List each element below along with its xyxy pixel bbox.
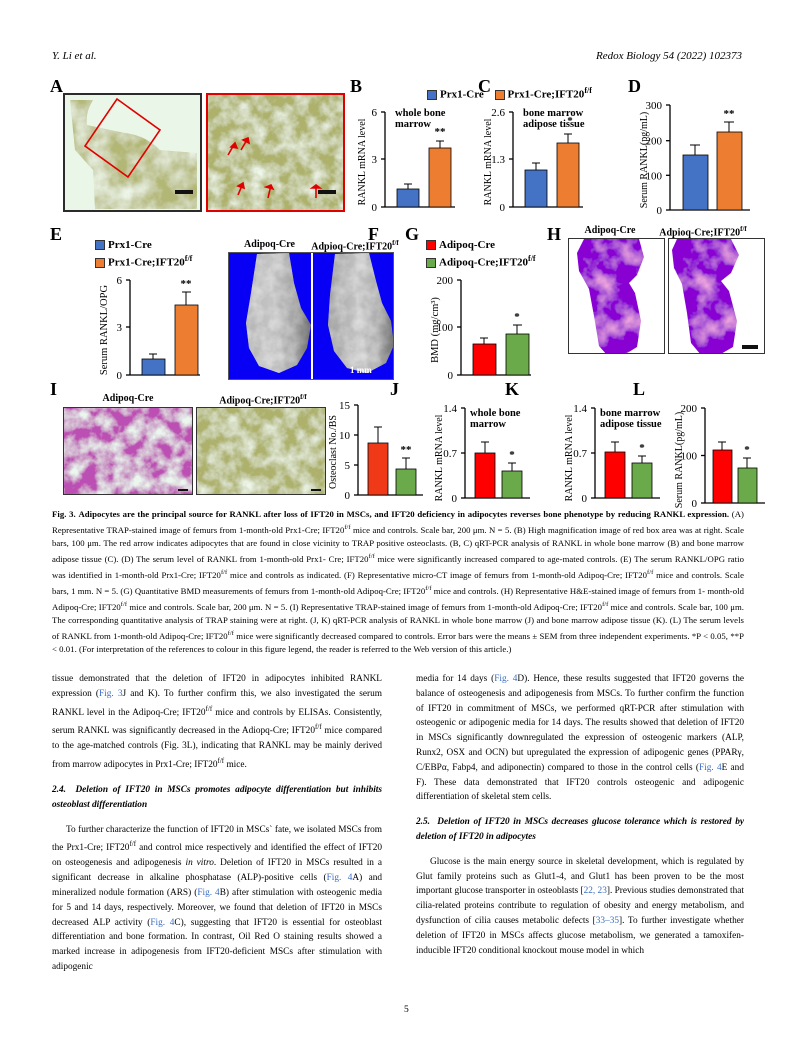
svg-text:*: * — [744, 444, 750, 456]
svg-text:BMD (mg/cm³): BMD (mg/cm³) — [430, 297, 441, 363]
svg-text:6: 6 — [117, 275, 123, 287]
svg-text:5: 5 — [345, 460, 351, 472]
svg-text:*: * — [514, 311, 520, 323]
svg-text:Serum RANKL(pg/mL): Serum RANKL(pg/mL) — [639, 112, 650, 208]
svg-text:1.4: 1.4 — [443, 403, 457, 415]
svg-text:3: 3 — [117, 322, 123, 334]
svg-text:Serum RANKL/OPG: Serum RANKL/OPG — [99, 285, 110, 376]
svg-text:6: 6 — [372, 107, 378, 119]
svg-text:0: 0 — [452, 493, 458, 505]
svg-text:RANKL mRNA level: RANKL mRNA level — [434, 414, 445, 501]
svg-text:**: ** — [401, 444, 413, 456]
svg-text:1.4: 1.4 — [573, 403, 587, 415]
svg-text:RANKL mRNA level: RANKL mRNA level — [483, 118, 494, 205]
svg-text:300: 300 — [646, 100, 663, 112]
svg-text:RANKL mRNA level: RANKL mRNA level — [564, 414, 575, 501]
svg-text:0: 0 — [500, 202, 506, 214]
svg-text:*: * — [639, 442, 645, 454]
svg-text:0: 0 — [657, 205, 663, 217]
svg-text:0: 0 — [372, 202, 378, 214]
svg-text:Osteoclast No./BS: Osteoclast No./BS — [328, 415, 339, 489]
svg-text:0: 0 — [448, 370, 454, 382]
svg-text:Serum RANKL(pg/mL): Serum RANKL(pg/mL) — [674, 412, 685, 508]
svg-text:0.7: 0.7 — [443, 448, 457, 460]
svg-text:2.6: 2.6 — [491, 107, 505, 119]
svg-text:*: * — [509, 449, 515, 461]
svg-text:**: ** — [181, 278, 193, 290]
svg-text:10: 10 — [339, 430, 351, 442]
svg-text:0: 0 — [345, 490, 351, 502]
svg-text:0: 0 — [117, 370, 123, 382]
svg-text:0: 0 — [582, 493, 588, 505]
svg-text:RANKL mRNA level: RANKL mRNA level — [357, 118, 368, 205]
svg-text:15: 15 — [339, 400, 351, 412]
svg-text:3: 3 — [372, 154, 378, 166]
svg-text:**: ** — [724, 108, 736, 120]
svg-text:0.7: 0.7 — [573, 448, 587, 460]
svg-text:200: 200 — [437, 275, 454, 287]
